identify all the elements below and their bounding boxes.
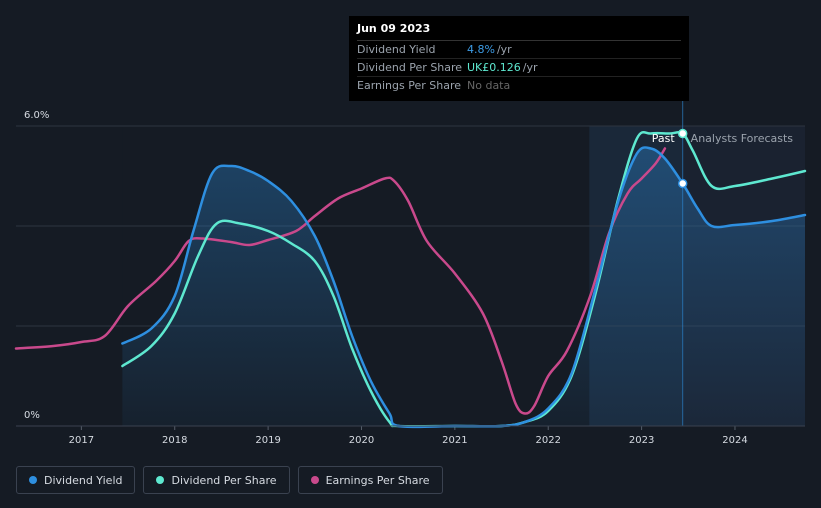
dividend-yield-area: [122, 147, 805, 427]
tooltip-value: No data: [467, 79, 511, 92]
legend-dividend-yield[interactable]: Dividend Yield: [16, 466, 136, 494]
x-tick-label: 2020: [349, 435, 374, 446]
tooltip-label: Dividend Per Share: [357, 61, 463, 74]
x-tick-label: 2017: [69, 435, 94, 446]
x-tick-label: 2022: [535, 435, 560, 446]
tooltip-row-dividend-per-share: Dividend Per Share UK£0.126 /yr: [357, 59, 681, 77]
tooltip-unit: /yr: [522, 61, 538, 74]
x-tick-label: 2021: [442, 435, 467, 446]
tooltip-value: 4.8%: [467, 43, 495, 56]
legend-label: Dividend Per Share: [171, 473, 277, 487]
y-tick-label: 6.0%: [24, 110, 49, 121]
x-tick-label: 2023: [629, 435, 654, 446]
earnings-per-share-line: [14, 147, 667, 415]
past-label: Past: [652, 132, 676, 145]
x-tick-label: 2024: [722, 435, 747, 446]
tooltip-row-earnings-per-share: Earnings Per Share No data: [357, 77, 681, 94]
dividend-per-share-marker: [677, 128, 688, 139]
tooltip-unit: /yr: [496, 43, 512, 56]
legend-earnings-per-share[interactable]: Earnings Per Share: [297, 466, 443, 494]
chart-tooltip: Jun 09 2023 Dividend Yield 4.8% /yr Divi…: [349, 16, 689, 101]
dividend-yield-marker: [677, 178, 688, 189]
legend-label: Dividend Yield: [44, 473, 123, 487]
legend-dot-icon: [310, 476, 319, 484]
y-tick-label: 0%: [24, 410, 40, 421]
tooltip-label: Dividend Yield: [357, 43, 436, 56]
forecast-label: Analysts Forecasts: [691, 132, 794, 145]
tooltip-row-dividend-yield: Dividend Yield 4.8% /yr: [357, 41, 681, 59]
x-tick-label: 2019: [255, 435, 280, 446]
legend-dot-icon: [156, 476, 165, 484]
x-tick-label: 2018: [162, 435, 187, 446]
tooltip-value: UK£0.126: [467, 61, 521, 74]
tooltip-date: Jun 09 2023: [357, 22, 681, 41]
legend-dot-icon: [29, 476, 37, 484]
legend-dividend-per-share[interactable]: Dividend Per Share: [143, 466, 290, 494]
legend-label: Earnings Per Share: [325, 473, 430, 487]
chart-legend: Dividend Yield Dividend Per Share Earnin…: [16, 466, 443, 494]
tooltip-label: Earnings Per Share: [357, 79, 462, 92]
